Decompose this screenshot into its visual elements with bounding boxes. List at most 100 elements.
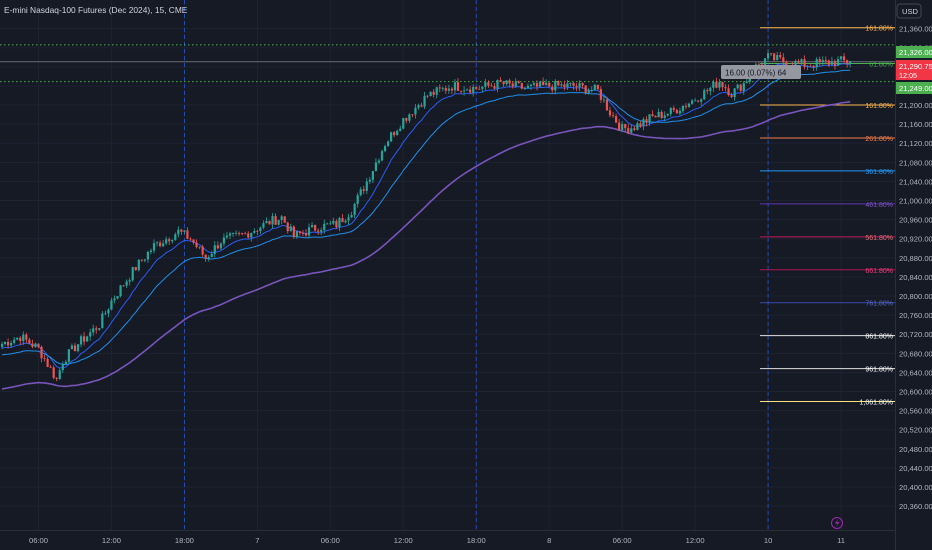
candle-body — [435, 87, 438, 95]
candle-body — [353, 203, 356, 216]
candle-body — [152, 243, 156, 251]
time-axis[interactable]: 06:00 12:00 18:00 7 06:00 12:00 18:00 8 06:00 12:… — [29, 536, 845, 545]
price-tick-label: 20,400.00 — [899, 483, 932, 492]
candle-body — [37, 343, 40, 347]
candle-body — [13, 339, 16, 343]
candle-body — [98, 328, 101, 330]
candle-body — [584, 85, 587, 94]
candle-body — [824, 59, 827, 61]
candle-body — [0, 343, 4, 347]
candle-body — [40, 346, 43, 359]
candle-body — [347, 217, 350, 221]
candle-body — [271, 216, 274, 225]
candle-body — [766, 53, 770, 59]
candle-body — [76, 344, 80, 352]
candle-body — [362, 189, 365, 191]
candle-body — [116, 296, 119, 299]
candle-body — [776, 54, 779, 61]
candle-body — [849, 61, 852, 64]
candle-body — [61, 363, 64, 371]
candle-body — [104, 313, 107, 315]
candle-body — [323, 223, 326, 231]
candle-body — [292, 226, 295, 237]
candle-body — [149, 250, 153, 252]
candle-body — [238, 232, 241, 234]
fib-level-label: 261.80% — [865, 136, 893, 143]
candle-body — [548, 82, 551, 87]
fib-level-label: 461.80% — [865, 202, 893, 209]
candle-body — [326, 223, 329, 225]
candle-body — [244, 233, 247, 235]
candle-body — [785, 62, 788, 67]
candle-body — [241, 233, 244, 234]
time-tick-label: 06:00 — [29, 536, 48, 545]
candle-body — [168, 239, 171, 242]
candle-body — [125, 281, 128, 286]
currency-label: USD — [902, 7, 919, 16]
currency-button[interactable]: USD — [896, 3, 922, 19]
candle-body — [447, 88, 450, 91]
candle-body — [782, 57, 785, 63]
candle-body — [16, 337, 19, 340]
candle-body — [253, 230, 256, 233]
time-tick-label: 06:00 — [321, 536, 340, 545]
candle-body — [189, 238, 192, 240]
candle-body — [67, 349, 70, 362]
candle-body — [256, 230, 259, 232]
candle-body — [414, 107, 417, 115]
candle-body — [201, 246, 204, 255]
measure-tooltip: 16.00 (0.07%) 64 — [721, 65, 801, 79]
candle-body — [803, 59, 806, 67]
candle-body — [34, 343, 37, 347]
candle-body — [800, 59, 803, 63]
candle-body — [128, 280, 131, 282]
candle-body — [162, 243, 165, 247]
candle-body — [639, 123, 642, 127]
candle-body — [411, 114, 414, 116]
candle-body — [830, 61, 834, 65]
candle-body — [58, 370, 61, 379]
candle-body — [462, 90, 466, 92]
candle-body — [374, 162, 378, 172]
lightning-icon[interactable] — [831, 517, 843, 529]
fib-level-label: 1,061.80% — [860, 400, 893, 407]
candle-body — [247, 233, 250, 238]
candle-body — [3, 341, 7, 344]
candle-body — [22, 334, 25, 342]
candle-body — [396, 130, 399, 136]
price-tick-label: 21,040.00 — [899, 177, 932, 186]
candle-body — [703, 90, 706, 100]
candle-body — [690, 100, 694, 104]
candle-body — [6, 341, 10, 346]
candle-body — [417, 105, 420, 108]
candle-body — [43, 358, 46, 359]
price-tick-label: 20,920.00 — [899, 235, 932, 244]
candle-body — [234, 232, 238, 234]
candle-body — [119, 285, 122, 297]
candle-body — [89, 332, 92, 337]
grid-lines — [0, 0, 896, 530]
candle-body — [590, 89, 593, 91]
candle-body — [453, 82, 457, 91]
candle-body — [760, 64, 764, 66]
countdown-timer: 12:05 — [899, 71, 917, 80]
candle-body — [733, 88, 736, 98]
candle-body — [222, 237, 226, 244]
ema-line-2 — [1, 69, 851, 366]
candle-body — [25, 334, 28, 340]
price-tick-label: 21,200.00 — [899, 101, 932, 110]
candle-body — [645, 119, 648, 123]
candle-body — [587, 90, 590, 94]
candle-body — [456, 82, 460, 91]
price-tick-label: 20,720.00 — [899, 330, 932, 339]
ema-line-1 — [1, 63, 851, 369]
candle-body — [672, 108, 675, 110]
candle-body — [320, 230, 323, 232]
candle-body — [542, 81, 545, 86]
candle-body — [596, 84, 599, 90]
candle-body — [390, 132, 393, 142]
candle-body — [654, 115, 657, 118]
candle-body — [365, 181, 368, 191]
